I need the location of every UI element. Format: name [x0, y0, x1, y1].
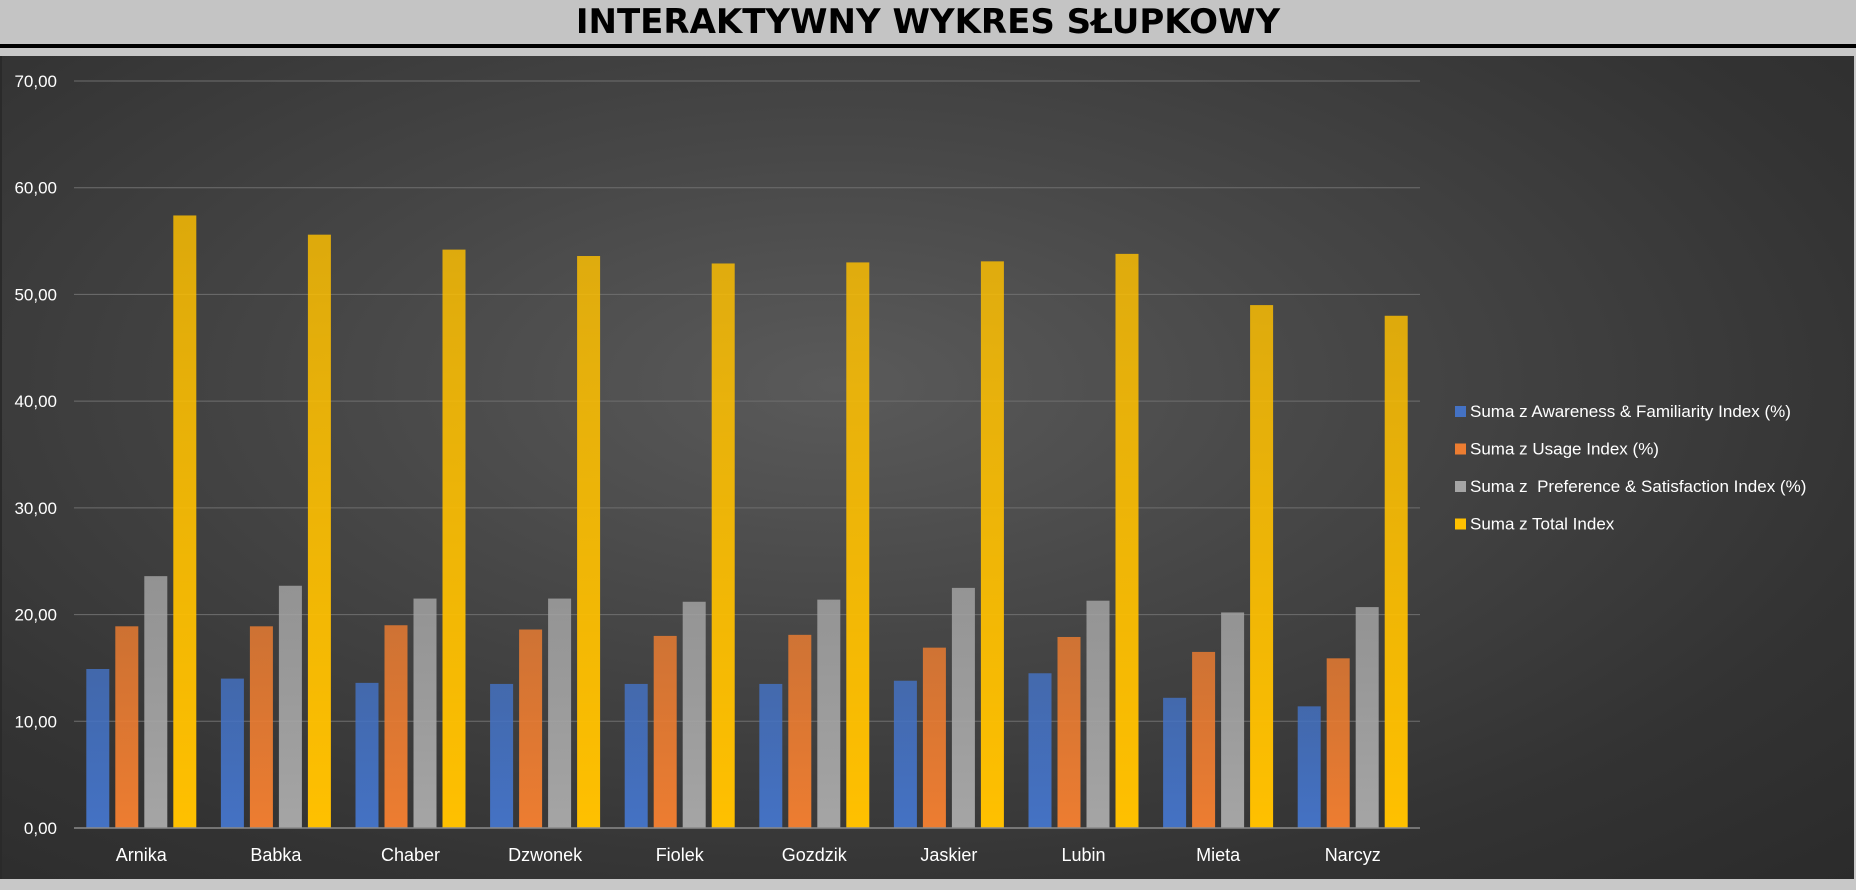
legend-item[interactable]: Suma z Total Index — [1455, 515, 1615, 534]
bar-gozdzik-series-1[interactable] — [759, 683, 783, 828]
x-category-label: Babka — [250, 845, 302, 865]
bar-arnika-series-2[interactable] — [115, 626, 139, 828]
x-category-label: Fiolek — [656, 845, 705, 865]
legend-item[interactable]: Suma z Awareness & Familiarity Index (%) — [1455, 402, 1791, 421]
bar-jaskier-series-1[interactable] — [893, 680, 917, 828]
legend-label: Suma z Awareness & Familiarity Index (%) — [1470, 402, 1791, 421]
bar-lubin-series-4[interactable] — [1115, 253, 1139, 828]
bar-jaskier-series-4[interactable] — [980, 261, 1004, 828]
y-tick-label: 50,00 — [14, 285, 57, 304]
y-tick-label: 10,00 — [14, 712, 57, 731]
bar-mieta-series-2[interactable] — [1192, 651, 1216, 828]
bar-jaskier-series-3[interactable] — [951, 587, 975, 828]
bar-babka-series-4[interactable] — [307, 234, 331, 828]
legend-label: Suma z Preference & Satisfaction Index (… — [1470, 477, 1806, 496]
bar-dzwonek-series-2[interactable] — [519, 629, 543, 828]
bar-arnika-series-1[interactable] — [86, 668, 110, 828]
bar-fiolek-series-1[interactable] — [624, 683, 648, 828]
y-tick-label: 60,00 — [14, 179, 57, 198]
x-category-label: Mieta — [1196, 845, 1241, 865]
bar-jaskier-series-2[interactable] — [922, 647, 946, 828]
x-category-label: Dzwonek — [508, 845, 583, 865]
bar-fiolek-series-3[interactable] — [682, 601, 706, 828]
bar-lubin-series-1[interactable] — [1028, 673, 1052, 828]
legend-item[interactable]: Suma z Preference & Satisfaction Index (… — [1455, 477, 1806, 496]
bar-chart: 0,0010,0020,0030,0040,0050,0060,0070,00 … — [14, 72, 1806, 865]
bar-babka-series-1[interactable] — [220, 678, 244, 828]
bar-chaber-series-3[interactable] — [413, 598, 437, 828]
y-tick-label: 20,00 — [14, 606, 57, 625]
bar-gozdzik-series-2[interactable] — [788, 634, 812, 828]
bar-gozdzik-series-3[interactable] — [817, 599, 841, 828]
legend-label: Suma z Usage Index (%) — [1470, 440, 1659, 459]
bars — [86, 215, 1408, 829]
bar-babka-series-2[interactable] — [249, 626, 273, 828]
bar-chaber-series-2[interactable] — [384, 625, 408, 828]
bar-chaber-series-1[interactable] — [355, 682, 379, 828]
bar-dzwonek-series-3[interactable] — [548, 598, 572, 828]
bar-dzwonek-series-4[interactable] — [577, 256, 601, 828]
bar-arnika-series-4[interactable] — [173, 215, 197, 828]
bar-fiolek-series-4[interactable] — [711, 263, 735, 828]
y-tick-label: 70,00 — [14, 72, 57, 91]
y-tick-label: 30,00 — [14, 499, 57, 518]
y-axis-tick-labels: 0,00 10,00 20,00 30,00 40,00 50,00 60,00 70,00 — [14, 72, 57, 838]
chart-area: 0,00 10,00 20,00 30,00 40,00 50,00 60,00 70,00 … — [0, 56, 1854, 879]
x-category-label: Narcyz — [1325, 845, 1381, 865]
legend-swatch — [1455, 406, 1466, 417]
bar-babka-series-3[interactable] — [278, 585, 302, 828]
bar-chaber-series-4[interactable] — [442, 249, 466, 828]
x-category-label: Gozdzik — [782, 845, 848, 865]
title-divider — [0, 44, 1856, 48]
page-title: INTERAKTYWNY WYKRES SŁUPKOWY — [575, 2, 1281, 42]
bar-lubin-series-3[interactable] — [1086, 600, 1110, 828]
y-tick-label: 40,00 — [14, 392, 57, 411]
x-category-label: Arnika — [116, 845, 168, 865]
bar-narcyz-series-2[interactable] — [1326, 658, 1350, 828]
bar-mieta-series-4[interactable] — [1250, 305, 1274, 829]
x-category-label: Chaber — [381, 845, 440, 865]
y-tick-label: 0,00 — [24, 819, 57, 838]
bar-mieta-series-1[interactable] — [1163, 697, 1187, 828]
gridlines — [74, 80, 1420, 722]
bar-lubin-series-2[interactable] — [1057, 636, 1081, 828]
bar-narcyz-series-1[interactable] — [1297, 706, 1321, 828]
x-category-label: Jaskier — [920, 845, 977, 865]
legend-swatch — [1455, 481, 1466, 492]
legend-item[interactable]: Suma z Usage Index (%) — [1455, 440, 1659, 459]
legend[interactable]: Suma z Awareness & Familiarity Index (%)… — [1455, 402, 1806, 534]
bar-mieta-series-3[interactable] — [1221, 612, 1245, 828]
bar-narcyz-series-3[interactable] — [1355, 607, 1379, 828]
legend-label: Suma z Total Index — [1470, 515, 1615, 534]
bar-narcyz-series-4[interactable] — [1384, 315, 1408, 828]
bar-gozdzik-series-4[interactable] — [846, 262, 870, 828]
legend-swatch — [1455, 518, 1466, 530]
title-bar: INTERAKTYWNY WYKRES SŁUPKOWY — [0, 0, 1856, 48]
bar-dzwonek-series-1[interactable] — [490, 683, 514, 828]
x-axis-category-labels: Arnika Babka Chaber Dzwonek Fiolek Gozdzik Jas… — [116, 845, 1381, 865]
bar-arnika-series-3[interactable] — [144, 576, 168, 828]
legend-swatch — [1455, 443, 1466, 455]
x-category-label: Lubin — [1061, 845, 1105, 865]
bar-fiolek-series-2[interactable] — [653, 635, 677, 828]
